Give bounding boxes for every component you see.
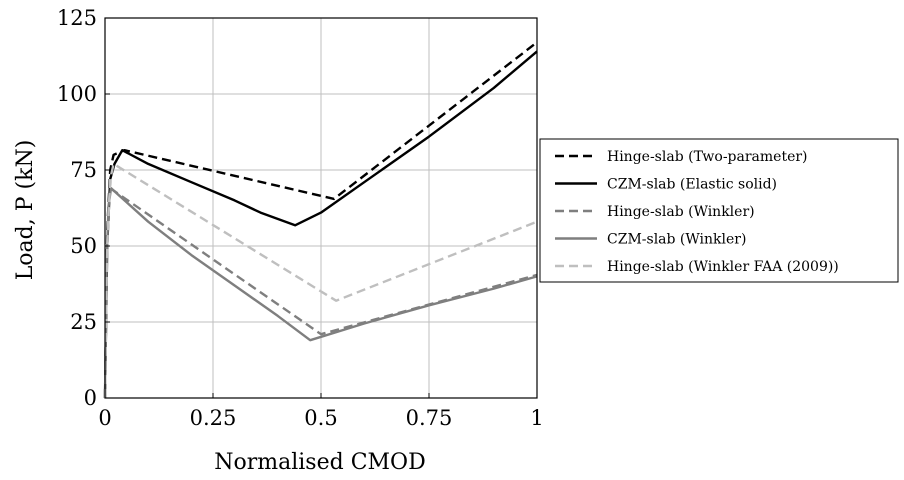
series-line-4 <box>103 162 538 399</box>
x-tick-label-2: 0.5 <box>304 406 337 430</box>
y-tick-label-1: 25 <box>70 310 97 334</box>
legend-label-1: CZM-slab (Elastic solid) <box>607 177 777 193</box>
legend-items: Hinge-slab (Two-parameter) CZM-slab (Elas… <box>555 149 839 275</box>
plot-series <box>103 41 538 399</box>
y-tick-label-3: 75 <box>70 158 97 182</box>
legend-label-4: Hinge-slab (Winkler FAA (2009)) <box>607 259 839 275</box>
y-tick-label-5: 125 <box>57 6 97 30</box>
legend-box <box>539 138 899 283</box>
tick-labels: 0 0.25 0.5 0.75 1 0 25 50 75 100 125 <box>57 6 544 430</box>
x-tick-label-0: 0 <box>98 406 111 430</box>
y-tick-label-4: 100 <box>57 82 97 106</box>
legend: Hinge-slab (Two-parameter) CZM-slab (Elas… <box>539 138 899 283</box>
legend-label-2: Hinge-slab (Winkler) <box>607 204 755 220</box>
legend-label-0: Hinge-slab (Two-parameter) <box>607 149 808 165</box>
y-tick-label-2: 50 <box>70 234 97 258</box>
x-tick-label-1: 0.25 <box>190 406 237 430</box>
series-line-0 <box>103 41 538 399</box>
x-axis-label: Normalised CMOD <box>214 450 425 475</box>
legend-label-3: CZM-slab (Winkler) <box>607 232 746 248</box>
series-line-3 <box>103 186 538 399</box>
x-tick-label-4: 1 <box>530 406 543 430</box>
x-tick-label-3: 0.75 <box>406 406 453 430</box>
y-axis-label: Load, P (kN) <box>13 140 38 281</box>
grid <box>104 17 538 399</box>
y-tick-label-0: 0 <box>84 386 97 410</box>
